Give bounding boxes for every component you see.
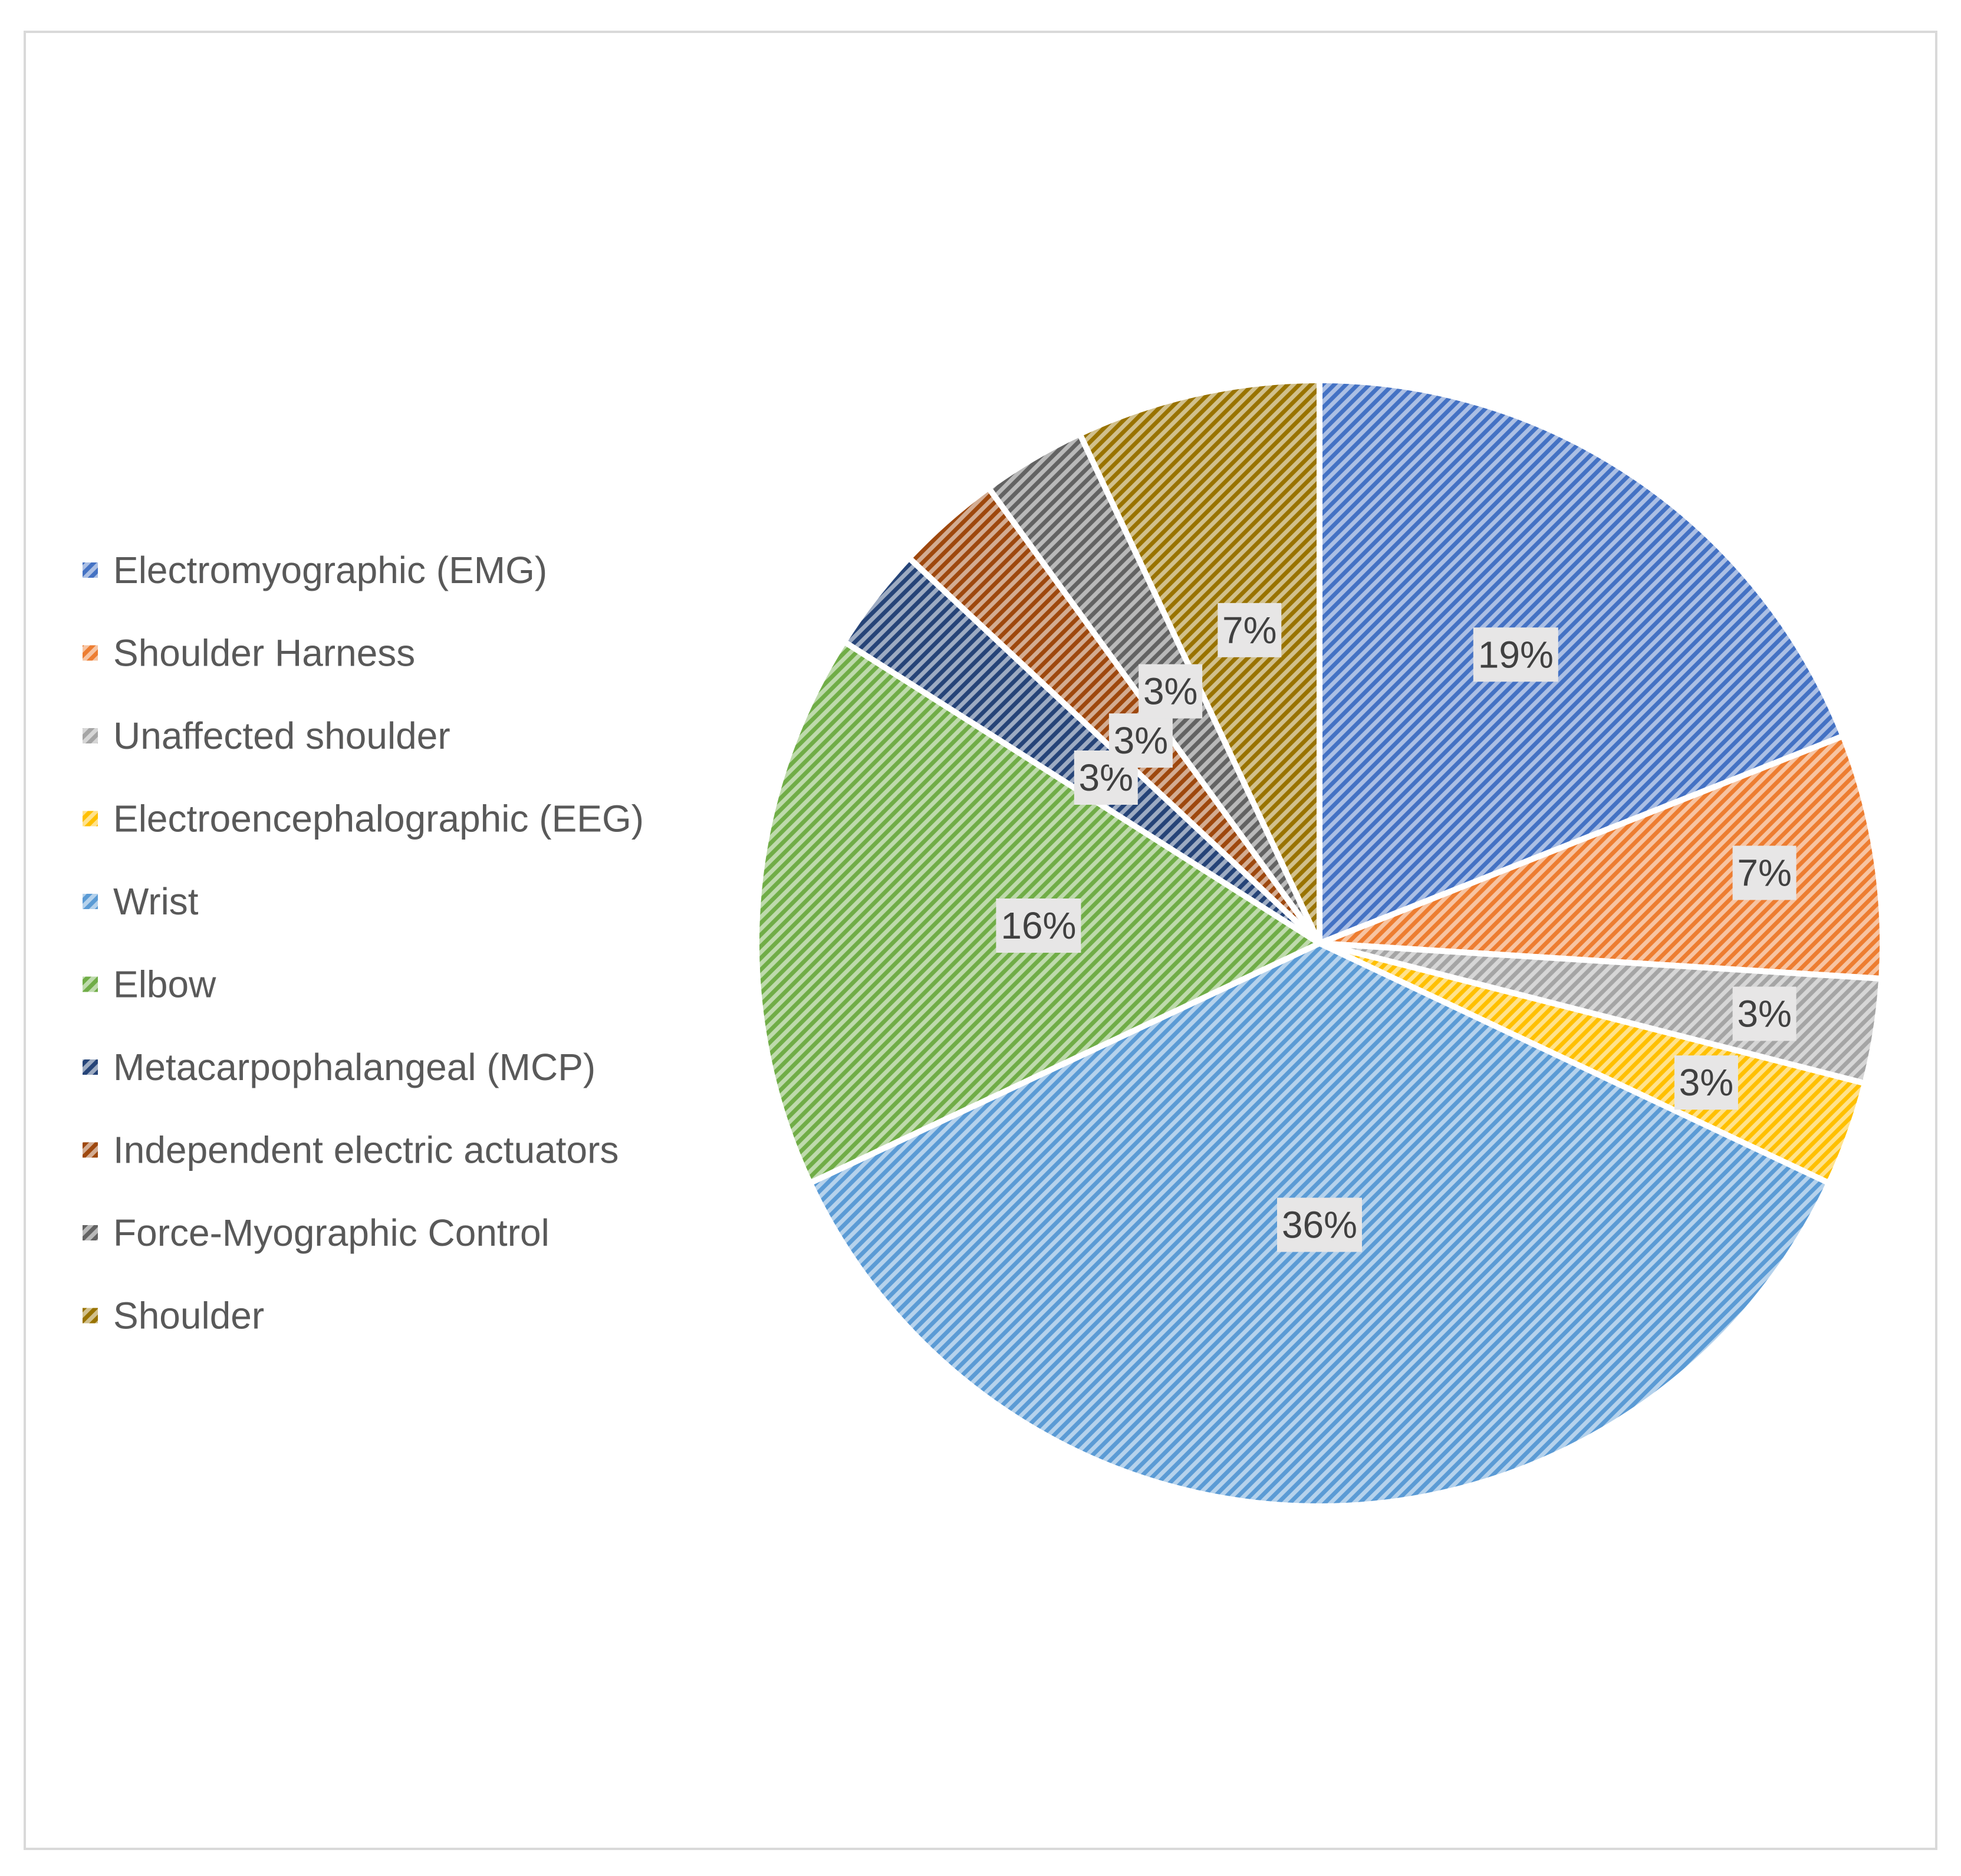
pie-slices <box>754 377 1886 1510</box>
data-label-elbow: 16% <box>996 898 1081 953</box>
legend-swatch <box>83 811 98 827</box>
svg-text:7%: 7% <box>1737 852 1792 894</box>
legend-swatch <box>83 728 98 743</box>
legend-swatch <box>83 1142 98 1158</box>
legend-label: Electroencephalographic (EEG) <box>113 798 644 840</box>
legend-label: Elbow <box>113 963 216 1006</box>
legend-item-shoulder-harness: Shoulder Harness <box>83 632 415 674</box>
legend-label: Independent electric actuators <box>113 1129 618 1171</box>
svg-text:36%: 36% <box>1282 1204 1357 1246</box>
legend-item-force-myographic-control: Force-Myographic Control <box>83 1212 550 1254</box>
legend-label: Unaffected shoulder <box>113 715 450 757</box>
legend-label: Shoulder <box>113 1295 264 1337</box>
legend-swatch <box>83 645 98 661</box>
data-label-independent-electric-actuators: 3% <box>1108 713 1173 768</box>
svg-text:3%: 3% <box>1143 670 1198 713</box>
legend-item-shoulder: Shoulder <box>83 1295 264 1337</box>
legend-label: Force-Myographic Control <box>113 1212 550 1254</box>
data-label-unaffected-shoulder: 3% <box>1732 986 1797 1041</box>
legend-swatch <box>83 1059 98 1075</box>
legend: Electromyographic (EMG) Shoulder Harness U… <box>83 549 644 1337</box>
legend-item-elbow: Elbow <box>83 963 216 1006</box>
pie-slice-shoulder-harness <box>1317 733 1886 982</box>
legend-item-electromyographic-emg: Electromyographic (EMG) <box>83 549 547 591</box>
data-label-electromyographic-emg: 19% <box>1473 627 1558 682</box>
svg-text:16%: 16% <box>1001 904 1076 947</box>
svg-text:3%: 3% <box>1679 1061 1734 1104</box>
legend-item-independent-electric-actuators: Independent electric actuators <box>83 1129 618 1171</box>
legend-item-unaffected-shoulder: Unaffected shoulder <box>83 715 450 757</box>
pie-slice-shoulder <box>1077 377 1322 946</box>
data-label-wrist: 36% <box>1277 1197 1362 1252</box>
data-label-shoulder-harness: 7% <box>1732 845 1797 900</box>
legend-swatch <box>83 976 98 992</box>
data-label-shoulder: 7% <box>1218 603 1282 657</box>
svg-text:7%: 7% <box>1222 609 1277 651</box>
legend-swatch <box>83 894 98 909</box>
pie-slice-electromyographic-emg <box>1317 377 1846 946</box>
data-labels: 19%7%3%3%36%16%3%3%3%7% <box>996 603 1797 1252</box>
svg-text:3%: 3% <box>1737 993 1792 1035</box>
data-label-electroencephalographic-eeg: 3% <box>1674 1055 1738 1110</box>
svg-text:19%: 19% <box>1478 633 1554 676</box>
legend-swatch <box>83 1225 98 1240</box>
legend-swatch <box>83 1308 98 1324</box>
legend-label: Shoulder Harness <box>113 632 415 674</box>
svg-text:3%: 3% <box>1114 719 1169 762</box>
legend-swatch <box>83 562 98 578</box>
legend-item-electroencephalographic-eeg: Electroencephalographic (EEG) <box>83 798 644 840</box>
legend-label: Wrist <box>113 880 199 923</box>
legend-label: Metacarpophalangeal (MCP) <box>113 1046 595 1088</box>
data-label-force-myographic-control: 3% <box>1139 664 1203 719</box>
legend-item-wrist: Wrist <box>83 880 199 923</box>
legend-label: Electromyographic (EMG) <box>113 549 547 591</box>
legend-item-metacarpophalangeal-mcp: Metacarpophalangeal (MCP) <box>83 1046 595 1088</box>
